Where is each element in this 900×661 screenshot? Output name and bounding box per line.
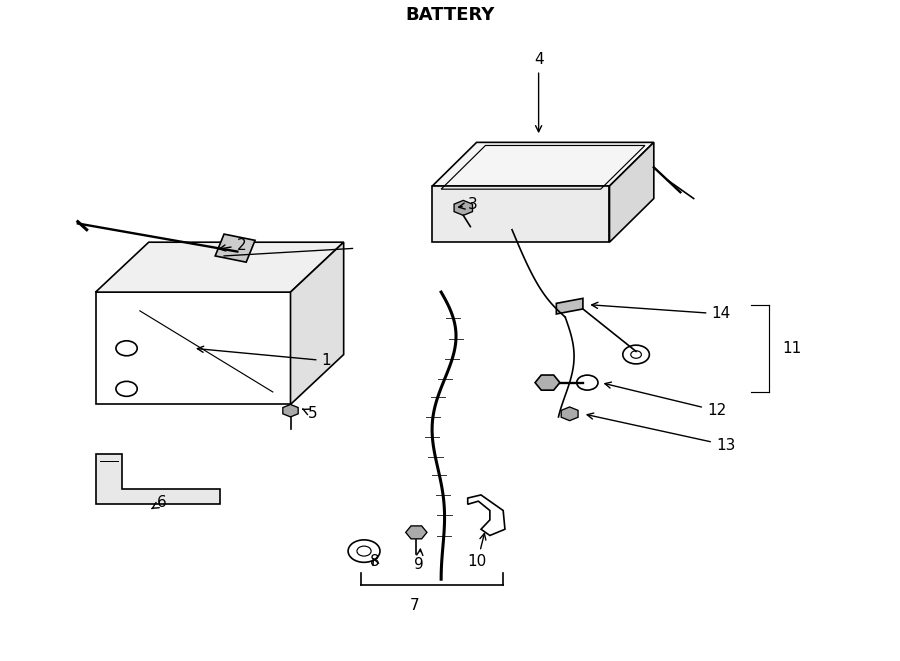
Polygon shape [562, 407, 578, 420]
Polygon shape [95, 242, 344, 292]
Polygon shape [556, 298, 583, 314]
Polygon shape [95, 454, 220, 504]
Polygon shape [291, 242, 344, 405]
Text: 3: 3 [459, 197, 478, 212]
Polygon shape [406, 526, 427, 539]
Text: 5: 5 [302, 407, 318, 421]
Text: 10: 10 [468, 533, 487, 569]
Text: 4: 4 [534, 52, 544, 132]
Polygon shape [536, 375, 560, 390]
Text: 6: 6 [152, 495, 166, 510]
Text: 12: 12 [605, 382, 726, 418]
Text: 1: 1 [197, 346, 331, 368]
Polygon shape [432, 142, 653, 186]
Polygon shape [454, 200, 472, 215]
Text: 2: 2 [220, 238, 247, 253]
Polygon shape [609, 142, 653, 242]
Text: 14: 14 [591, 302, 731, 321]
Text: 7: 7 [410, 598, 419, 613]
Text: 13: 13 [587, 413, 735, 453]
Polygon shape [283, 405, 298, 417]
Text: 8: 8 [370, 554, 380, 569]
Polygon shape [432, 186, 609, 242]
Text: BATTERY: BATTERY [405, 6, 495, 24]
Text: 9: 9 [414, 549, 424, 572]
Text: 11: 11 [782, 341, 802, 356]
Polygon shape [215, 234, 255, 262]
